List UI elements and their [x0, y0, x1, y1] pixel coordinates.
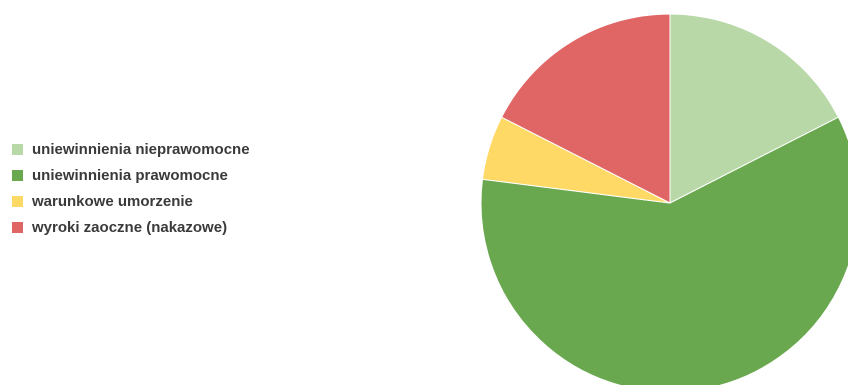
legend-swatch — [12, 169, 23, 181]
legend-swatch — [12, 195, 23, 207]
legend-swatch — [12, 143, 23, 155]
legend-swatch — [12, 221, 23, 233]
pie-slice-3 — [500, 13, 671, 204]
legend-item-wyroki-zaoczne: wyroki zaoczne (nakazowe) — [12, 217, 250, 237]
legend-item-uniewinnienia-prawomocne: uniewinnienia prawomocne — [12, 165, 250, 185]
legend-item-uniewinnienia-nieprawomocne: uniewinnienia nieprawomocne — [12, 139, 250, 159]
legend-label: uniewinnienia nieprawomocne — [32, 140, 250, 158]
legend-label: uniewinnienia prawomocne — [32, 166, 228, 184]
legend-label: wyroki zaoczne (nakazowe) — [32, 218, 228, 236]
pie-slice-0 — [669, 13, 840, 204]
chart-legend: uniewinnienia nieprawomocne uniewinnieni… — [12, 139, 250, 243]
legend-item-warunkowe-umorzenie: warunkowe umorzenie — [12, 191, 250, 211]
legend-label: warunkowe umorzenie — [32, 192, 193, 210]
